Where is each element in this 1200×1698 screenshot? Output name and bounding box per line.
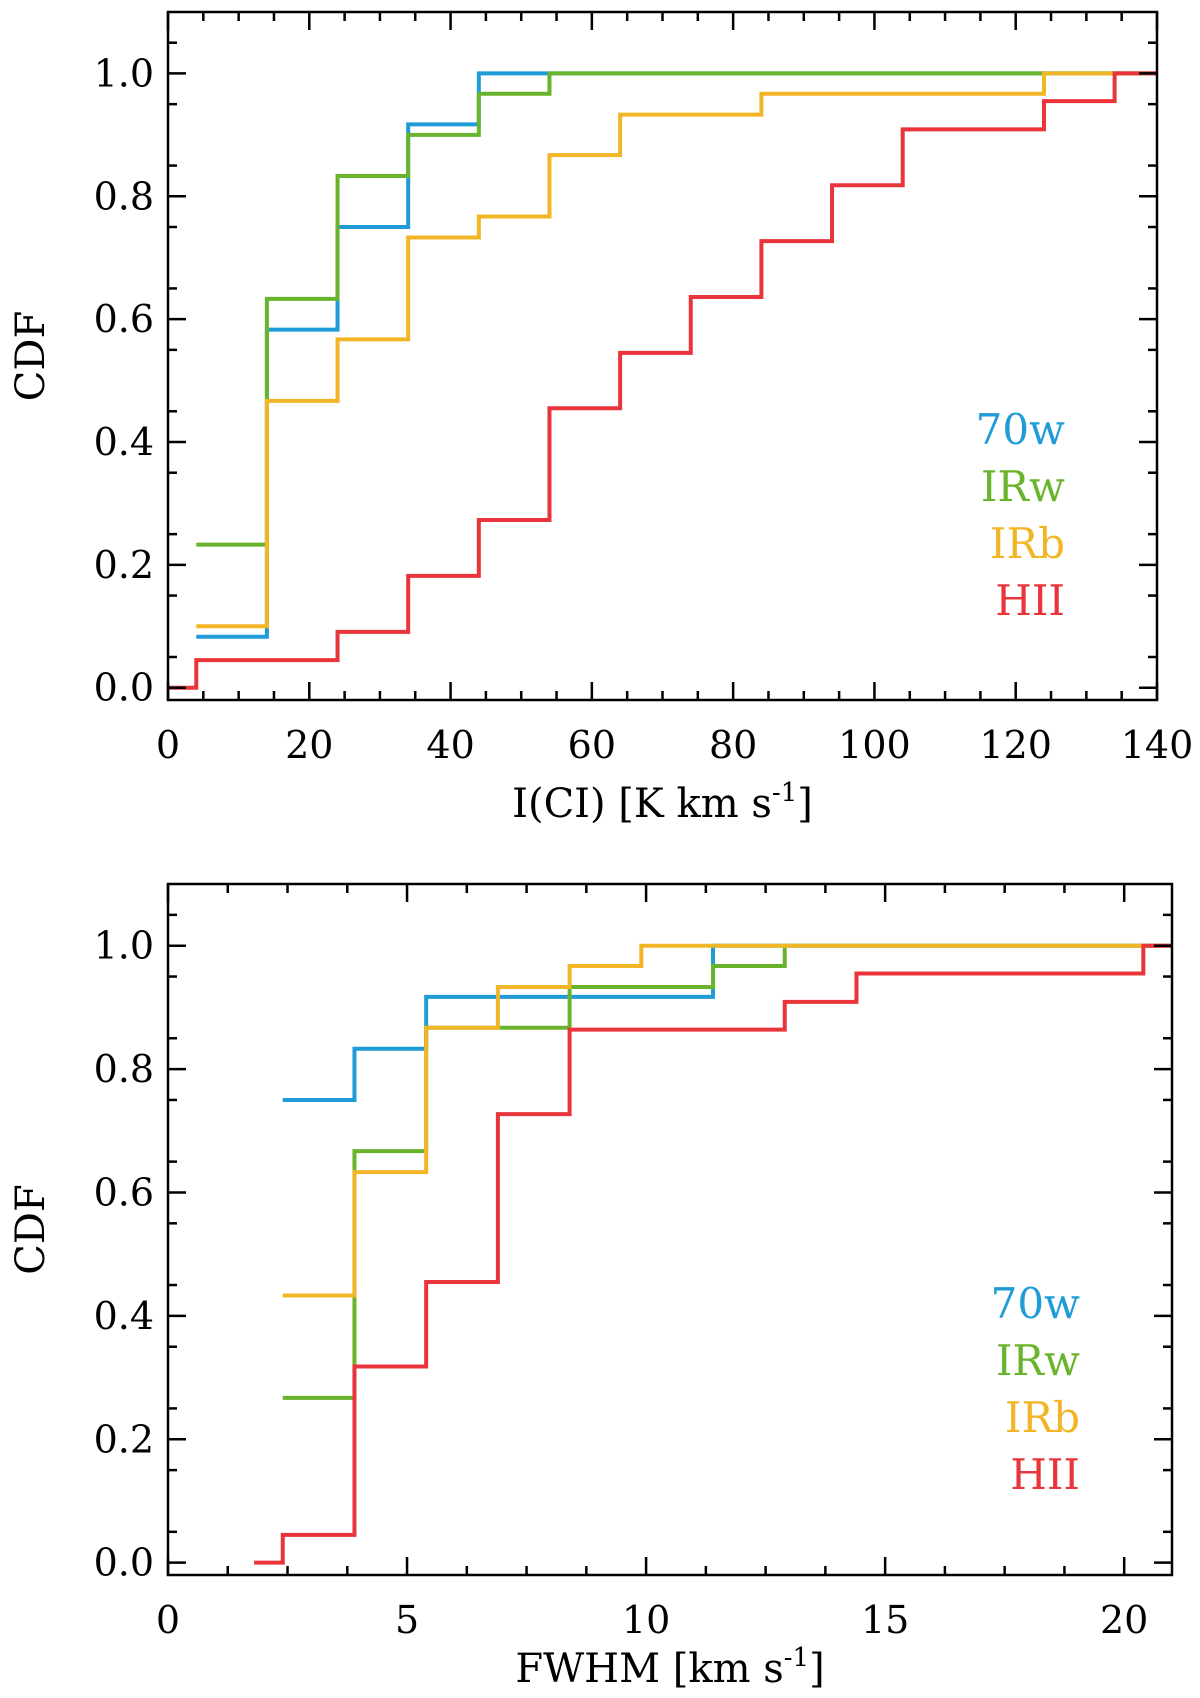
legend-entry-irw: IRw (981, 462, 1065, 511)
x-tick-label: 80 (709, 723, 757, 767)
y-tick-label: 1.0 (94, 924, 154, 968)
x-axis-title: FWHM [km s-1] (515, 1643, 824, 1692)
legend-entry-hii: HII (1010, 1450, 1080, 1499)
y-tick-label: 0.6 (94, 1170, 154, 1214)
series-line-irb (282, 943, 1172, 1298)
x-axis-title-superscript: -1 (784, 1643, 809, 1673)
x-tick-label: 20 (285, 723, 333, 767)
plot-frame (166, 882, 1174, 1577)
x-tick-label: 5 (395, 1598, 419, 1642)
x-axis-title: I(CI) [K km s-1] (512, 778, 813, 827)
x-axis-title-superscript: -1 (772, 778, 797, 808)
x-tick-label: 20 (1100, 1598, 1148, 1642)
x-tick-label: 10 (622, 1598, 670, 1642)
legend-entry-irb: IRb (1005, 1393, 1080, 1442)
x-tick-label: 0 (156, 1598, 180, 1642)
x-axis-title-main: I(CI) [K km s (512, 781, 772, 827)
series-line-hii (168, 71, 1157, 690)
x-tick-label: 15 (861, 1598, 909, 1642)
y-tick-label: 0.2 (94, 1417, 154, 1461)
x-axis-title-main: FWHM [km s (515, 1646, 783, 1692)
series-line-70w (282, 943, 1172, 1102)
y-axis-title: CDF (8, 311, 54, 401)
y-tick-label: 0.4 (94, 1294, 154, 1338)
x-tick-label: 40 (426, 723, 474, 767)
series-line-irb (196, 71, 1157, 629)
y-tick-label: 1.0 (94, 51, 154, 95)
panel-intensity: 0 20 40 60 80 100 120 140 0.0 0.2 0.4 0.6 0.8 1.0 I(CI… (8, 10, 1194, 827)
panel-fwhm: 0 5 10 15 20 0.0 0.2 0.4 0.6 0.8 1.0 FWHM [km s-1] C… (8, 882, 1174, 1692)
y-tick-label: 0.4 (94, 420, 154, 464)
y-tick-label: 0.8 (94, 174, 154, 218)
series-line-hii (254, 943, 1172, 1565)
y-tick-label: 0.0 (94, 666, 154, 710)
x-tick-label: 140 (1121, 723, 1194, 767)
y-tick-label: 0.8 (94, 1047, 154, 1091)
legend-entry-hii: HII (995, 576, 1065, 625)
y-tick-label: 0.6 (94, 297, 154, 341)
legend-entry-irb: IRb (990, 519, 1065, 568)
y-tick-label: 0.2 (94, 543, 154, 587)
x-tick-label: 60 (568, 723, 616, 767)
x-axis-title-end: ] (809, 1646, 825, 1692)
x-tick-label: 120 (979, 723, 1052, 767)
legend-entry-70w: 70w (991, 1279, 1080, 1328)
x-tick-label: 0 (156, 723, 180, 767)
legend-entry-irw: IRw (996, 1336, 1080, 1385)
x-tick-label: 100 (838, 723, 911, 767)
series-line-irw (196, 71, 1157, 547)
x-axis-title-end: ] (797, 781, 813, 827)
legend-entry-70w: 70w (976, 405, 1065, 454)
y-axis-title: CDF (8, 1184, 54, 1274)
y-tick-label: 0.0 (94, 1541, 154, 1585)
